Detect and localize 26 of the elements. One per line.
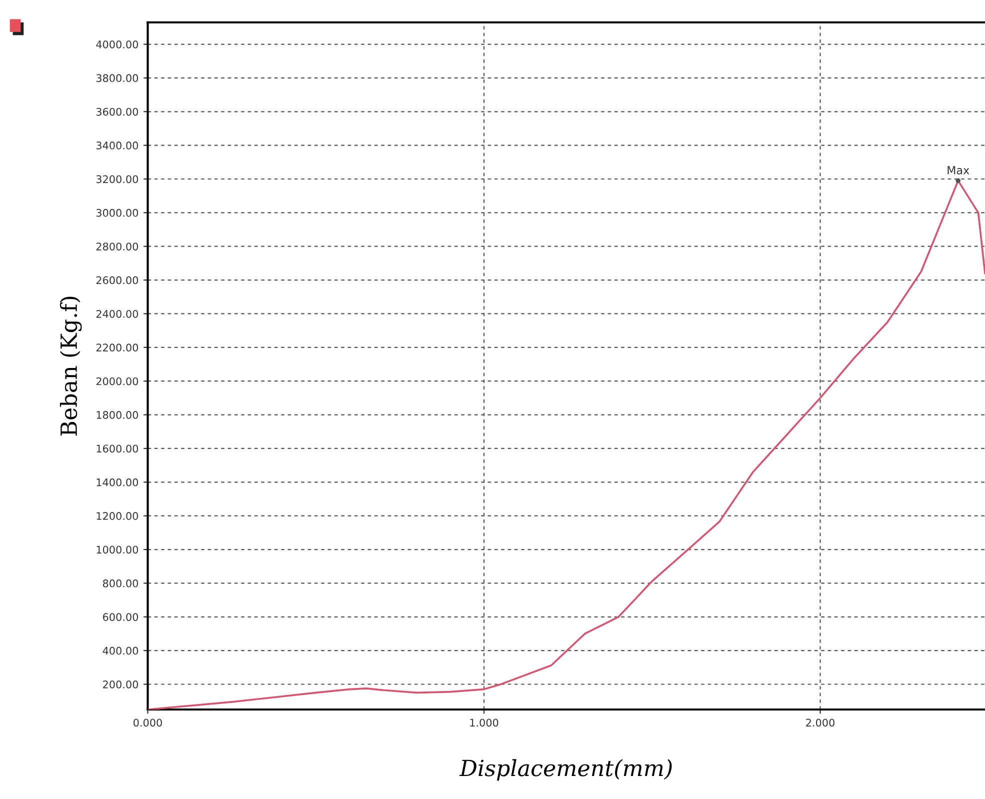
y-tick-label: 1000.00 (96, 546, 138, 554)
y-tick-label: 800.00 (102, 579, 138, 588)
y-tick-label: 2400.00 (96, 310, 138, 318)
y-tick-label: 2200.00 (96, 344, 138, 352)
y-tick-label: 2800.00 (96, 242, 138, 250)
y-tick-label: 1400.00 (96, 478, 138, 486)
y-tick-label: 2000.00 (96, 377, 138, 386)
y-tick-label: 400.00 (102, 646, 138, 655)
y-tick-label: 1200.00 (96, 512, 138, 520)
y-tick-label: 2600.00 (96, 276, 138, 284)
y-tick-label: 3000.00 (96, 208, 138, 217)
x-tick-label: 1.000 (470, 718, 498, 727)
y-tick-label: 3600.00 (96, 108, 138, 116)
y-tick-label: 1600.00 (96, 444, 138, 453)
y-tick-label: 600.00 (103, 613, 138, 621)
y-tick-label: 3200.00 (96, 175, 138, 184)
y-tick-label: 4000.00 (96, 40, 138, 48)
y-tick-label: 3400.00 (96, 142, 138, 150)
x-axis-title: Displacement(mm) (459, 759, 672, 781)
y-tick-label: 200.00 (103, 680, 138, 688)
x-tick-label: 0.000 (134, 718, 162, 727)
x-tick-label: 2.000 (806, 718, 834, 727)
annotation: Max (948, 166, 970, 174)
y-tick-label: 3800.00 (96, 74, 138, 82)
y-axis-title: Beban (Kg.f) (60, 296, 82, 436)
y-tick-label: 1800.00 (96, 411, 138, 419)
